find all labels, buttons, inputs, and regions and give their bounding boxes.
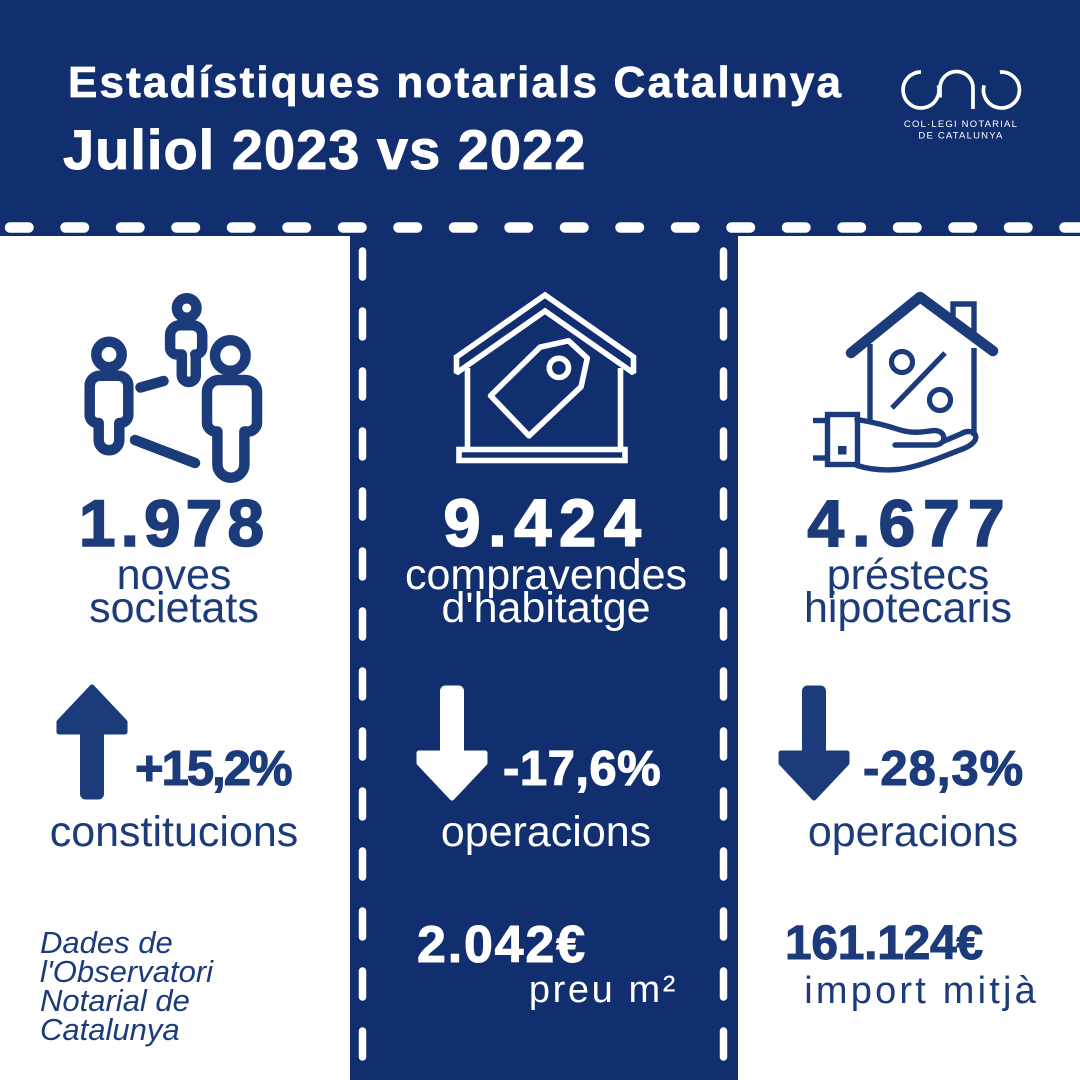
svg-text:COL·LEGI NOTARIAL: COL·LEGI NOTARIAL: [904, 119, 1018, 130]
svg-text:DE CATALUNYA: DE CATALUNYA: [918, 131, 1003, 142]
